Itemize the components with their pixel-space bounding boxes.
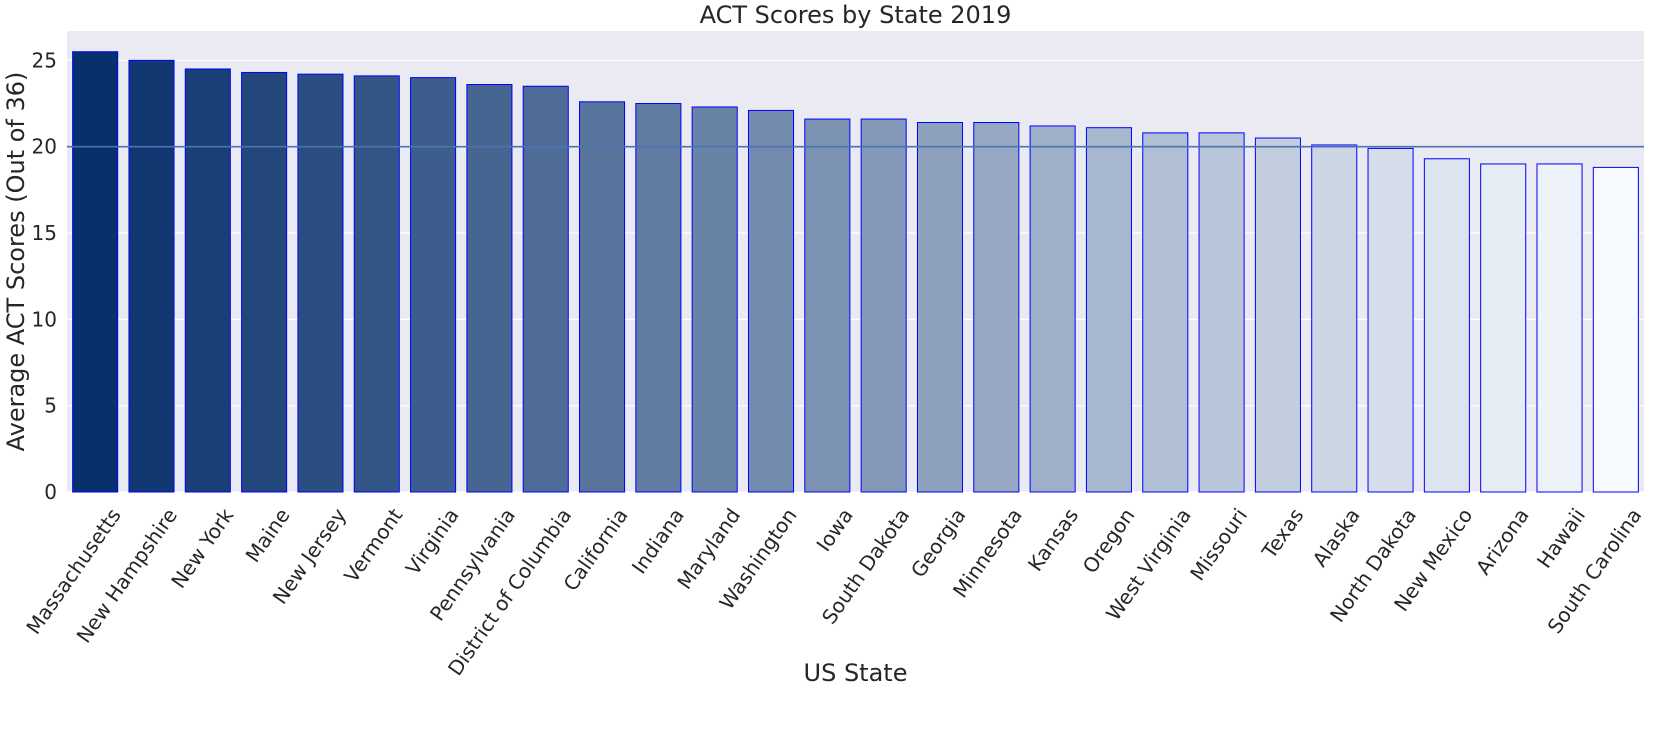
x-tick-label: Oregon <box>1078 504 1140 578</box>
bars <box>72 51 1639 493</box>
bar <box>635 103 682 493</box>
bar <box>804 118 851 493</box>
x-tick-label: Arizona <box>1471 504 1534 579</box>
bar <box>1311 144 1358 493</box>
x-tick-label: Texas <box>1257 504 1309 564</box>
bar <box>241 71 288 493</box>
x-tick-label: Indiana <box>627 504 689 578</box>
bar <box>973 122 1020 493</box>
x-tick-label: Alaska <box>1308 504 1365 571</box>
y-tick-label: 25 <box>32 48 57 72</box>
bar <box>466 84 513 493</box>
bar <box>1254 137 1301 493</box>
x-tick-label: Vermont <box>339 504 407 587</box>
x-axis-label: US State <box>804 659 908 687</box>
x-tick-label: New Hampshire <box>72 504 182 647</box>
bar <box>1367 147 1414 493</box>
bar <box>1423 158 1470 493</box>
y-tick-labels: 0 5 10 15 20 25 <box>32 48 57 504</box>
y-tick-label: 10 <box>32 307 57 331</box>
bar <box>72 51 119 493</box>
chart-title: ACT Scores by State 2019 <box>700 1 1012 29</box>
bar <box>522 85 569 493</box>
x-tick-label: Iowa <box>811 504 857 556</box>
y-tick-label: 20 <box>32 135 57 159</box>
bar <box>860 118 907 493</box>
bar <box>916 122 964 493</box>
bar <box>1142 132 1189 493</box>
y-tick-label: 15 <box>32 221 57 245</box>
bar <box>1198 132 1245 493</box>
bar <box>353 75 400 493</box>
x-tick-label: Hawaii <box>1532 504 1590 573</box>
bar <box>297 73 344 493</box>
bar <box>1480 163 1527 493</box>
bar <box>1085 127 1132 493</box>
bar <box>184 68 231 493</box>
y-axis-label: Average ACT Scores (Out of 36) <box>2 72 30 452</box>
x-tick-label: Missouri <box>1185 504 1252 585</box>
bar <box>747 109 795 493</box>
y-tick-label: 0 <box>44 480 57 504</box>
bar <box>128 59 175 493</box>
bar <box>691 106 738 493</box>
bar <box>1536 163 1583 493</box>
bar <box>410 77 457 493</box>
bar <box>579 101 626 493</box>
x-tick-label: Maine <box>241 504 295 567</box>
bar <box>1029 125 1076 493</box>
bar <box>1592 166 1639 493</box>
y-tick-label: 5 <box>44 394 57 418</box>
x-tick-label: Kansas <box>1023 504 1083 576</box>
